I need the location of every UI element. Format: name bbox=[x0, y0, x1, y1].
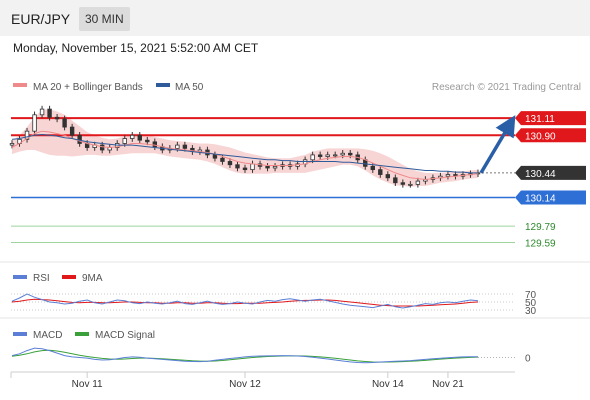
rsi-ma-legend-label: 9MA bbox=[82, 273, 103, 284]
ma50-legend-swatch bbox=[156, 83, 170, 87]
rsi-tick-label: 50 bbox=[525, 298, 537, 309]
candle-body bbox=[348, 152, 353, 156]
level-tag-resistance bbox=[515, 111, 586, 126]
candle-body bbox=[310, 154, 315, 161]
candle-body bbox=[340, 152, 345, 156]
candle-body bbox=[62, 118, 67, 128]
candle-body bbox=[242, 167, 248, 171]
level-label-resistance: 130.90 bbox=[525, 131, 556, 142]
candle-body bbox=[220, 157, 225, 162]
rsi-legend-label: RSI bbox=[33, 273, 50, 284]
x-tick-label: Nov 14 bbox=[372, 379, 404, 390]
candle-body bbox=[175, 144, 180, 149]
ma20-line bbox=[11, 130, 479, 181]
ma50-line bbox=[11, 133, 478, 174]
rsi-ma-legend-swatch bbox=[62, 275, 76, 279]
ma20-legend-label: MA 20 + Bollinger Bands bbox=[33, 82, 143, 93]
timeframe-button[interactable]: 30 MIN bbox=[79, 7, 130, 31]
research-credit: Research © 2021 Trading Central bbox=[432, 82, 581, 93]
candle-body bbox=[9, 143, 15, 146]
macd-signal-legend-label: MACD Signal bbox=[95, 330, 155, 341]
candle-body bbox=[415, 180, 421, 185]
forecast-arrow bbox=[479, 115, 516, 174]
rsi-tick-label: 70 bbox=[525, 290, 537, 301]
candle-body bbox=[235, 164, 240, 169]
x-tick-label: Nov 11 bbox=[72, 379, 103, 390]
candle-body bbox=[54, 116, 60, 120]
level-label-support: 130.14 bbox=[525, 193, 556, 204]
chart-panel bbox=[0, 36, 590, 400]
macd-signal-line bbox=[11, 349, 479, 363]
candle-body bbox=[39, 108, 45, 116]
level-label-target: 129.59 bbox=[525, 238, 556, 249]
level-label-resistance: 131.11 bbox=[525, 114, 555, 125]
candle-body bbox=[325, 154, 330, 157]
rsi-legend-swatch bbox=[13, 275, 27, 279]
level-tag-support bbox=[515, 190, 586, 205]
candle-body bbox=[227, 161, 233, 166]
candle-body bbox=[385, 174, 391, 179]
candle-body bbox=[250, 163, 255, 171]
candle-body bbox=[393, 177, 398, 184]
candle-body bbox=[122, 138, 127, 144]
macd-legend-label: MACD bbox=[33, 330, 62, 341]
level-tag-last bbox=[515, 165, 586, 180]
bollinger-band bbox=[12, 109, 478, 187]
candle-body bbox=[378, 169, 383, 175]
candle-body bbox=[24, 130, 30, 140]
level-label-last: 130.44 bbox=[525, 169, 556, 180]
currency-pair-label: EUR/JPY bbox=[11, 11, 71, 27]
candle-body bbox=[272, 165, 278, 169]
ma20-legend-swatch bbox=[13, 83, 27, 87]
level-tag-resistance bbox=[515, 128, 586, 143]
rsi-ma-line bbox=[11, 298, 479, 307]
level-label-target: 129.79 bbox=[525, 222, 556, 233]
candle-body bbox=[137, 134, 142, 141]
candle-body bbox=[47, 108, 52, 118]
candle-body bbox=[145, 139, 150, 143]
macd-line bbox=[11, 347, 478, 364]
macd-signal-legend-swatch bbox=[75, 332, 89, 336]
macd-tick-label: 0 bbox=[525, 354, 531, 365]
candle-body bbox=[212, 154, 218, 159]
candle-body bbox=[32, 114, 37, 132]
candle-body bbox=[182, 144, 188, 149]
candle-body bbox=[317, 154, 323, 157]
x-tick-label: Nov 12 bbox=[229, 379, 261, 390]
candle-body bbox=[152, 141, 158, 148]
candle-body bbox=[130, 134, 135, 139]
candle-body bbox=[77, 134, 82, 144]
rsi-tick-label: 30 bbox=[525, 306, 537, 317]
rsi-line bbox=[11, 293, 479, 309]
candle-body bbox=[445, 174, 451, 177]
ma50-legend-label: MA 50 bbox=[175, 82, 204, 93]
candle-body bbox=[400, 182, 406, 185]
candle-body bbox=[408, 183, 413, 186]
candle-body bbox=[69, 126, 75, 136]
candle-body bbox=[265, 165, 270, 169]
candle-body bbox=[370, 165, 375, 171]
macd-legend-swatch bbox=[13, 332, 27, 336]
candle-body bbox=[99, 144, 105, 151]
chart-datetime: Monday, November 15, 2021 5:52:00 AM CET bbox=[13, 41, 259, 55]
x-tick-label: Nov 21 bbox=[432, 379, 464, 390]
candle-body bbox=[332, 154, 338, 157]
